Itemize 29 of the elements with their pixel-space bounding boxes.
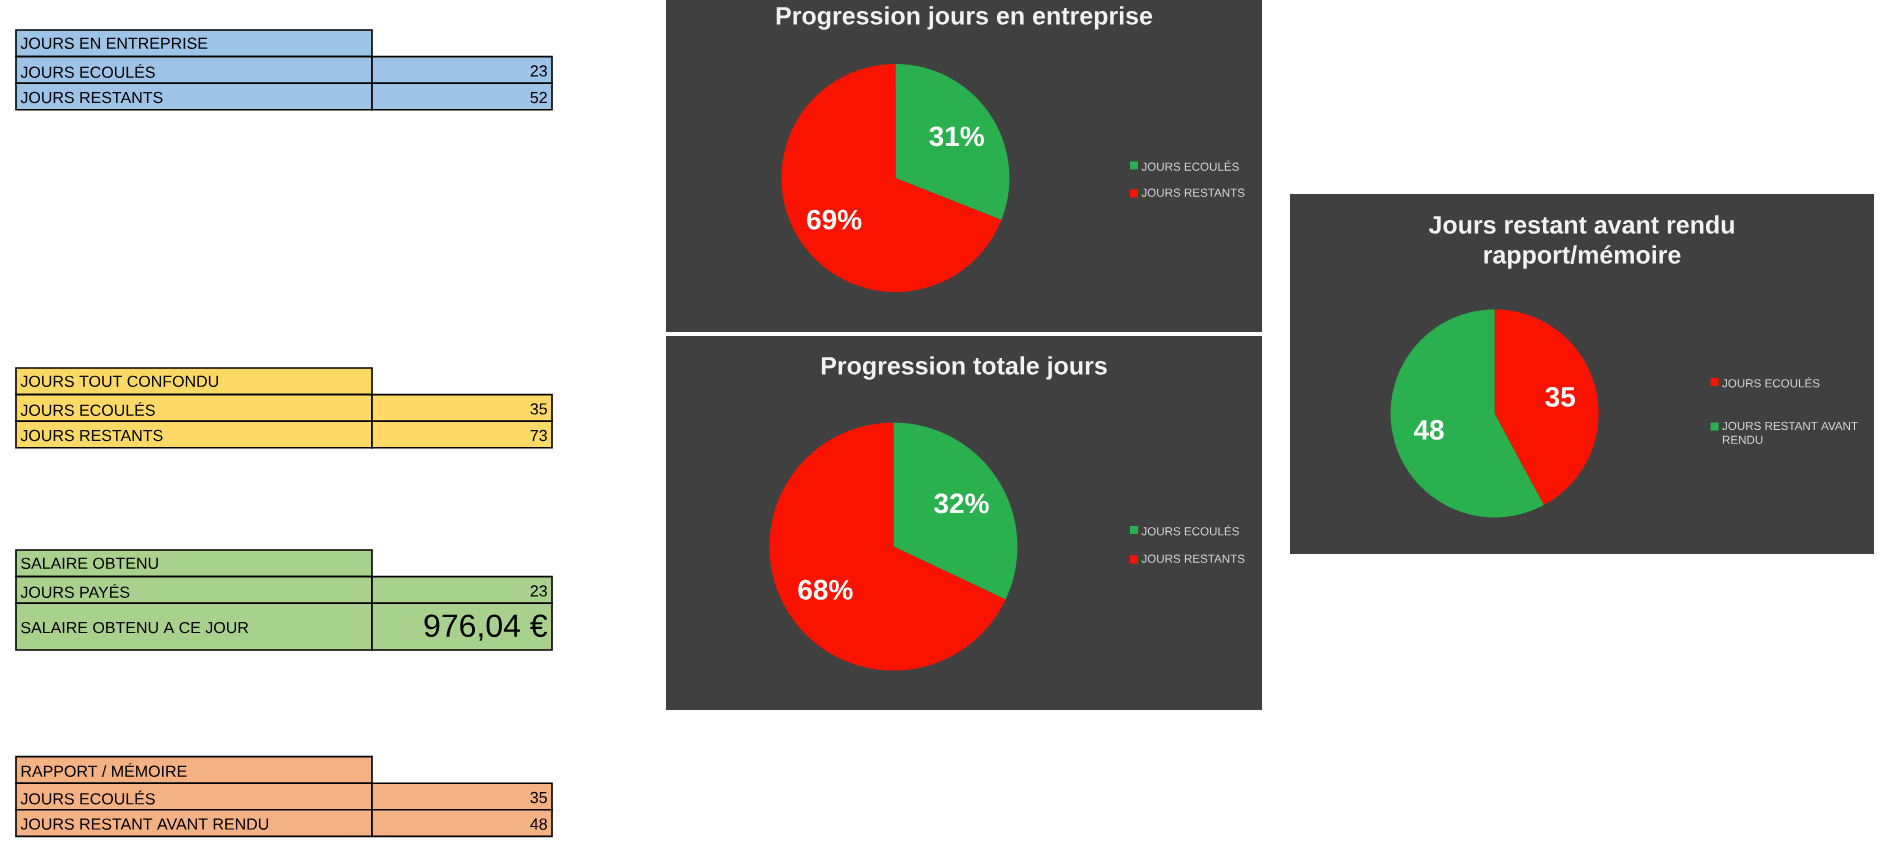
- text: JOURS EN ENTREPRISE: [20, 37, 208, 49]
- data-label: 23: [530, 65, 547, 77]
- category-label: JOURS ECOULÉS: [20, 790, 155, 805]
- category-label: JOURS RESTANTS: [20, 429, 163, 442]
- chart-title: Progression totale jours: [821, 356, 1107, 380]
- category-label: JOURS ECOULÉS: [20, 401, 155, 416]
- data-label: 48: [530, 818, 547, 830]
- data-label: 35: [530, 403, 547, 415]
- chart-title: Jours restant avant rendu rapport/mémoire: [1428, 215, 1734, 269]
- data-label: 32%: [934, 493, 989, 514]
- chart-title: Progression jours en entreprise: [776, 6, 1153, 30]
- data-label: 35: [1545, 387, 1575, 407]
- data-label: 48: [1413, 419, 1444, 440]
- text: SALAIRE OBTENU: [21, 557, 158, 569]
- data-label: 52: [530, 91, 547, 104]
- data-label: 35: [530, 791, 547, 804]
- text: RAPPORT / MÉMOIRE: [21, 762, 187, 777]
- category-label: JOURS RESTANT AVANT RENDU: [20, 818, 269, 830]
- category-label: JOURS ECOULÉS: [20, 63, 155, 78]
- data-label: 976,04 €: [424, 614, 548, 641]
- data-label: 69%: [807, 209, 862, 230]
- data-label: 31%: [929, 126, 984, 147]
- data-label: 73: [530, 429, 547, 442]
- category-label: JOURS RESTANTS: [20, 91, 163, 104]
- category-label: SALAIRE OBTENU A CE JOUR: [21, 621, 249, 634]
- text: JOURS TOUT CONFONDU: [20, 375, 218, 387]
- data-label: 68%: [798, 579, 853, 600]
- category-label: JOURS PAYÉS: [20, 583, 130, 598]
- data-label: 23: [530, 585, 547, 597]
